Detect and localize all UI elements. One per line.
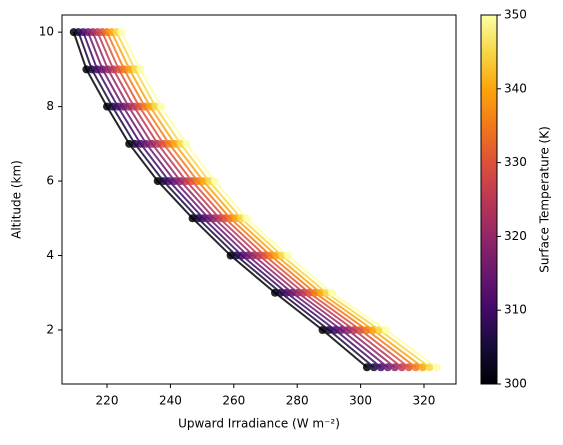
series-marker [182,177,191,186]
series-line [87,31,389,369]
colorbar-tick-label: 330 [504,155,527,169]
series-marker [136,139,145,148]
y-tick-label: 6 [46,174,54,188]
series-marker [159,139,168,148]
x-tick-label: 260 [222,394,245,408]
series-marker [165,177,174,186]
x-tick-label: 300 [349,394,372,408]
series-marker [425,363,434,372]
y-axis-label: Altitude (km) [10,160,24,239]
series-marker [170,177,179,186]
series-marker [232,251,241,260]
series-marker [432,363,441,372]
series-marker [142,139,151,148]
series-line [82,31,382,369]
x-tick-label: 240 [159,394,182,408]
series-marker [283,251,292,260]
series-marker [328,288,337,297]
series-marker [266,251,275,260]
series-marker [193,177,202,186]
series-marker [210,177,219,186]
x-axis-label: Upward Irradiance (W m⁻²) [178,417,340,431]
series-marker [411,363,420,372]
colorbar-tick-label: 310 [504,303,527,317]
series-marker [383,363,392,372]
series-marker [176,139,185,148]
series-marker [362,363,371,372]
y-tick-label: 2 [46,323,54,337]
series-line [110,31,424,369]
series-line [115,31,431,369]
plot-area [69,28,441,372]
colorbar-tick-label: 320 [504,229,527,243]
x-tick-label: 280 [286,394,309,408]
x-tick-label: 220 [96,394,119,408]
colorbar [480,14,498,385]
series-marker [243,251,252,260]
series-marker [369,363,378,372]
series-marker [226,251,235,260]
series-marker [205,177,214,186]
series-marker [277,251,286,260]
series-marker [153,177,162,186]
series-line [120,31,438,369]
series-line [72,31,368,369]
series-marker [176,177,185,186]
series-marker [397,363,406,372]
y-tick-label: 8 [46,99,54,113]
series-marker [199,177,208,186]
series-marker [318,326,327,335]
series-marker [381,326,390,335]
plot-frame [61,14,457,385]
series-marker [153,139,162,148]
series-marker [331,326,340,335]
series-line [101,31,410,369]
y-tick-label: 4 [46,248,54,262]
y-tick-label: 10 [39,25,54,39]
series-marker [255,251,264,260]
series-marker [324,326,333,335]
series-marker [165,139,174,148]
series-marker [272,251,281,260]
series-marker [148,139,157,148]
series-marker [390,363,399,372]
series-line [91,31,396,369]
series-marker [238,251,247,260]
series-marker [117,28,126,37]
series-marker [260,251,269,260]
series-marker [249,251,258,260]
colorbar-tick-label: 340 [504,81,527,95]
series-marker [125,139,134,148]
colorbar-tick-label: 300 [504,377,527,391]
series-line [106,31,417,369]
series-marker [159,177,168,186]
series-marker [187,177,196,186]
series-marker [156,102,165,111]
colorbar-tick-label: 350 [504,8,527,22]
colorbar-label: Surface Temperature (K) [538,126,552,273]
series-marker [376,363,385,372]
series-marker [404,363,413,372]
series-marker [418,363,427,372]
series-line [77,31,375,369]
series-line [96,31,403,369]
series-marker [170,139,179,148]
series-marker [130,139,139,148]
x-tick-label: 320 [413,394,436,408]
series-marker [242,214,251,223]
series-marker [136,65,145,74]
series-marker [182,139,191,148]
